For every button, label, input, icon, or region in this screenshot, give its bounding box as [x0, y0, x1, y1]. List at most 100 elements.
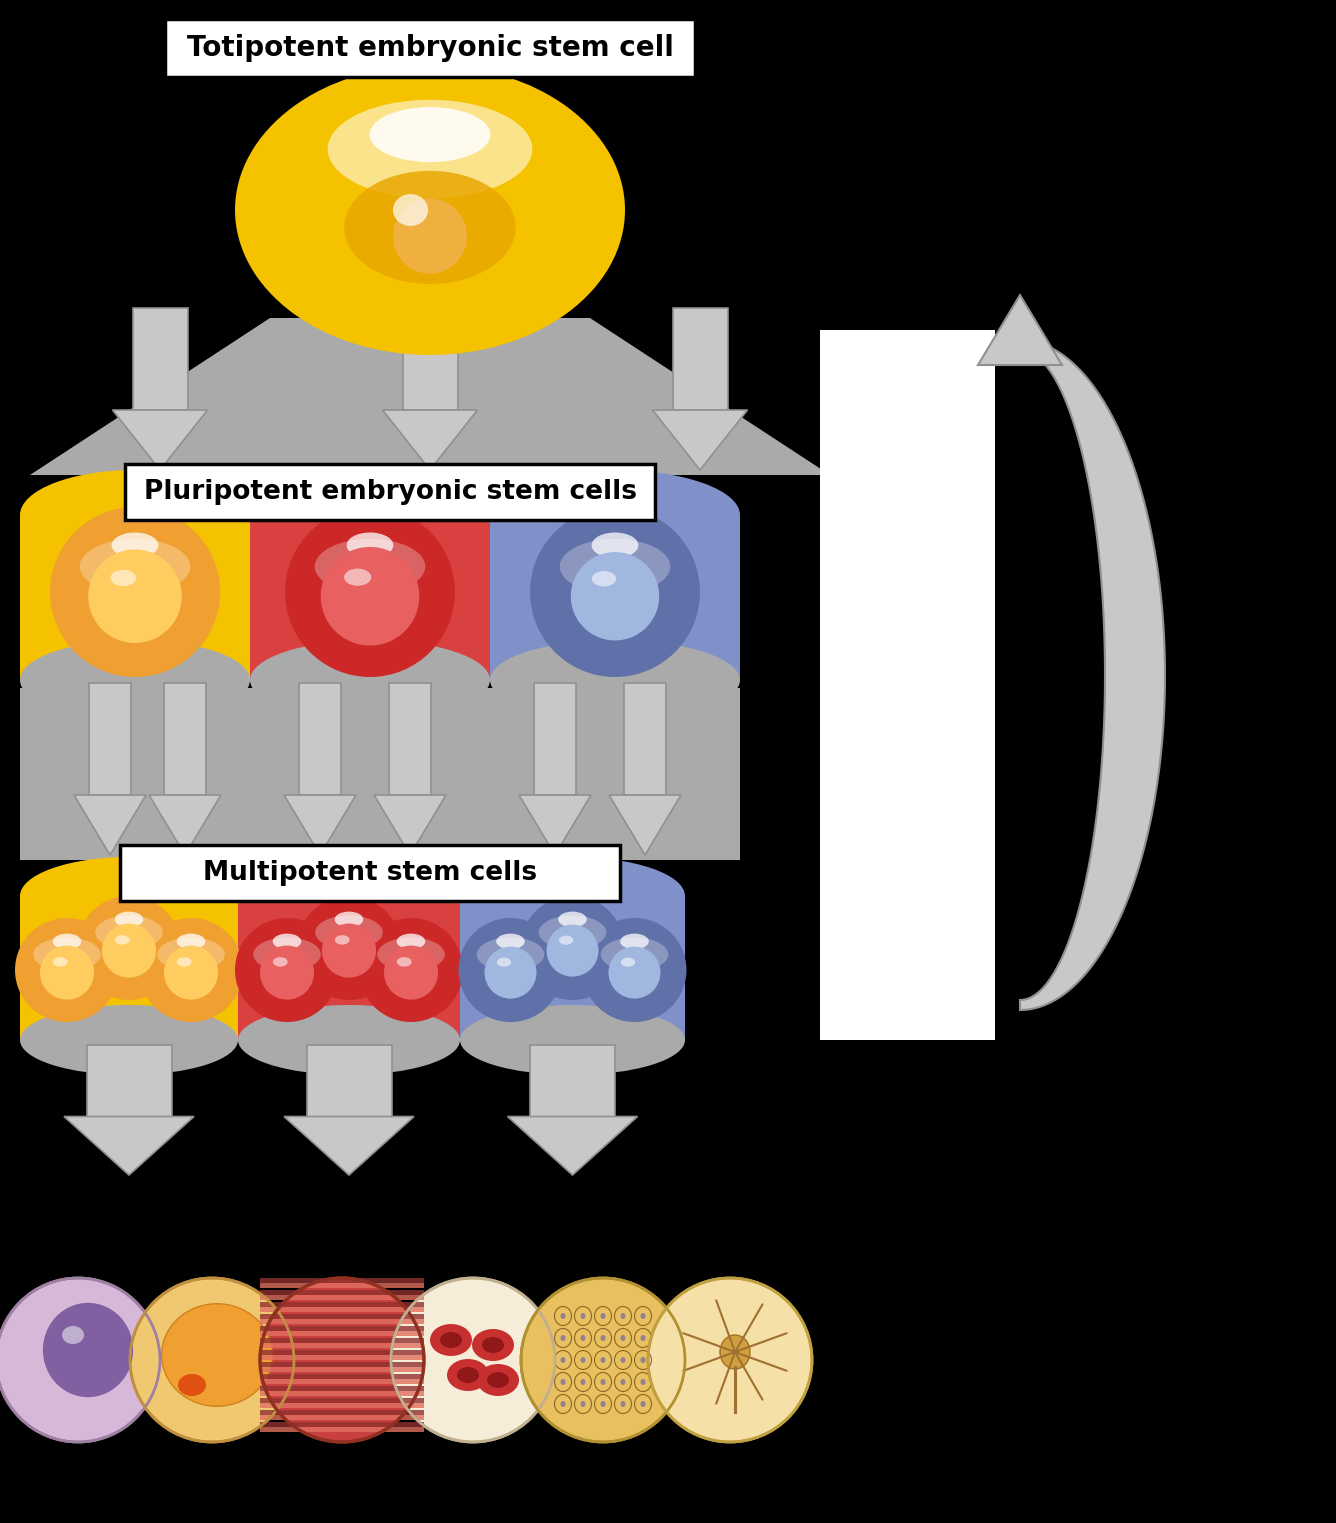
Text: Totipotent embryonic stem cell: Totipotent embryonic stem cell: [187, 34, 673, 62]
Ellipse shape: [600, 1378, 605, 1384]
Ellipse shape: [238, 1005, 460, 1075]
Bar: [238, 896, 460, 1040]
Ellipse shape: [377, 938, 445, 972]
Bar: [250, 515, 490, 679]
Ellipse shape: [176, 934, 206, 949]
Ellipse shape: [235, 65, 625, 355]
Ellipse shape: [52, 934, 81, 949]
Ellipse shape: [620, 1313, 625, 1319]
Polygon shape: [518, 795, 591, 854]
Ellipse shape: [383, 946, 438, 999]
Ellipse shape: [359, 918, 464, 1022]
Ellipse shape: [77, 896, 180, 1001]
Polygon shape: [29, 318, 830, 475]
Ellipse shape: [581, 1357, 585, 1363]
Ellipse shape: [581, 1401, 585, 1407]
Ellipse shape: [560, 539, 671, 594]
Ellipse shape: [20, 1005, 238, 1075]
Bar: [261, 1378, 424, 1384]
Ellipse shape: [720, 1336, 749, 1369]
Bar: [261, 1282, 424, 1288]
Ellipse shape: [322, 923, 375, 978]
Bar: [261, 1327, 424, 1331]
Ellipse shape: [440, 1333, 462, 1348]
Ellipse shape: [345, 568, 371, 586]
Ellipse shape: [620, 1336, 625, 1340]
Ellipse shape: [162, 1304, 273, 1406]
Polygon shape: [285, 1116, 414, 1176]
Bar: [460, 896, 685, 1040]
Ellipse shape: [158, 938, 224, 972]
Bar: [261, 1331, 424, 1336]
Ellipse shape: [285, 507, 456, 678]
Ellipse shape: [346, 533, 393, 557]
Ellipse shape: [592, 571, 616, 586]
Ellipse shape: [472, 1330, 514, 1362]
Ellipse shape: [176, 956, 191, 967]
Ellipse shape: [430, 1323, 472, 1355]
Bar: [261, 1319, 424, 1323]
Ellipse shape: [621, 958, 635, 967]
Ellipse shape: [53, 956, 68, 967]
Bar: [261, 1427, 424, 1432]
Ellipse shape: [178, 1374, 206, 1397]
Ellipse shape: [490, 640, 740, 720]
Polygon shape: [652, 410, 748, 471]
Ellipse shape: [640, 1357, 645, 1363]
Ellipse shape: [40, 946, 94, 999]
Polygon shape: [508, 1116, 637, 1176]
Ellipse shape: [530, 507, 700, 678]
Ellipse shape: [273, 934, 302, 949]
Ellipse shape: [582, 918, 687, 1022]
Bar: [389, 682, 432, 795]
Polygon shape: [374, 795, 446, 854]
Bar: [261, 1386, 424, 1390]
Ellipse shape: [460, 1005, 685, 1075]
Ellipse shape: [620, 1357, 625, 1363]
Bar: [261, 1390, 424, 1397]
Ellipse shape: [43, 1302, 134, 1397]
Ellipse shape: [49, 507, 220, 678]
Ellipse shape: [102, 923, 156, 978]
Bar: [90, 682, 131, 795]
Ellipse shape: [15, 918, 119, 1022]
Ellipse shape: [327, 101, 532, 198]
Ellipse shape: [250, 471, 490, 560]
Ellipse shape: [640, 1401, 645, 1407]
Ellipse shape: [254, 938, 321, 972]
Ellipse shape: [538, 915, 607, 949]
Ellipse shape: [601, 938, 668, 972]
Ellipse shape: [397, 934, 425, 949]
Polygon shape: [609, 795, 681, 854]
Ellipse shape: [600, 1336, 605, 1340]
Bar: [261, 1398, 424, 1403]
Polygon shape: [150, 795, 220, 854]
Ellipse shape: [620, 1401, 625, 1407]
Ellipse shape: [561, 1401, 565, 1407]
Bar: [261, 1290, 424, 1295]
Ellipse shape: [235, 918, 339, 1022]
Ellipse shape: [393, 193, 428, 225]
Bar: [672, 308, 728, 410]
Ellipse shape: [521, 1278, 685, 1442]
Ellipse shape: [496, 934, 525, 949]
Ellipse shape: [335, 912, 363, 928]
Bar: [261, 1374, 424, 1378]
Bar: [299, 682, 341, 795]
Bar: [530, 1045, 615, 1116]
Ellipse shape: [130, 1278, 294, 1442]
Ellipse shape: [490, 471, 740, 560]
Bar: [261, 1307, 424, 1311]
Ellipse shape: [600, 1357, 605, 1363]
Ellipse shape: [561, 1378, 565, 1384]
Polygon shape: [73, 795, 146, 854]
Ellipse shape: [457, 1368, 480, 1383]
Bar: [402, 308, 457, 410]
Ellipse shape: [391, 1278, 554, 1442]
Ellipse shape: [521, 896, 624, 1001]
Ellipse shape: [297, 896, 401, 1001]
Ellipse shape: [581, 1313, 585, 1319]
Ellipse shape: [561, 1336, 565, 1340]
Ellipse shape: [488, 1372, 509, 1387]
Bar: [306, 1045, 391, 1116]
